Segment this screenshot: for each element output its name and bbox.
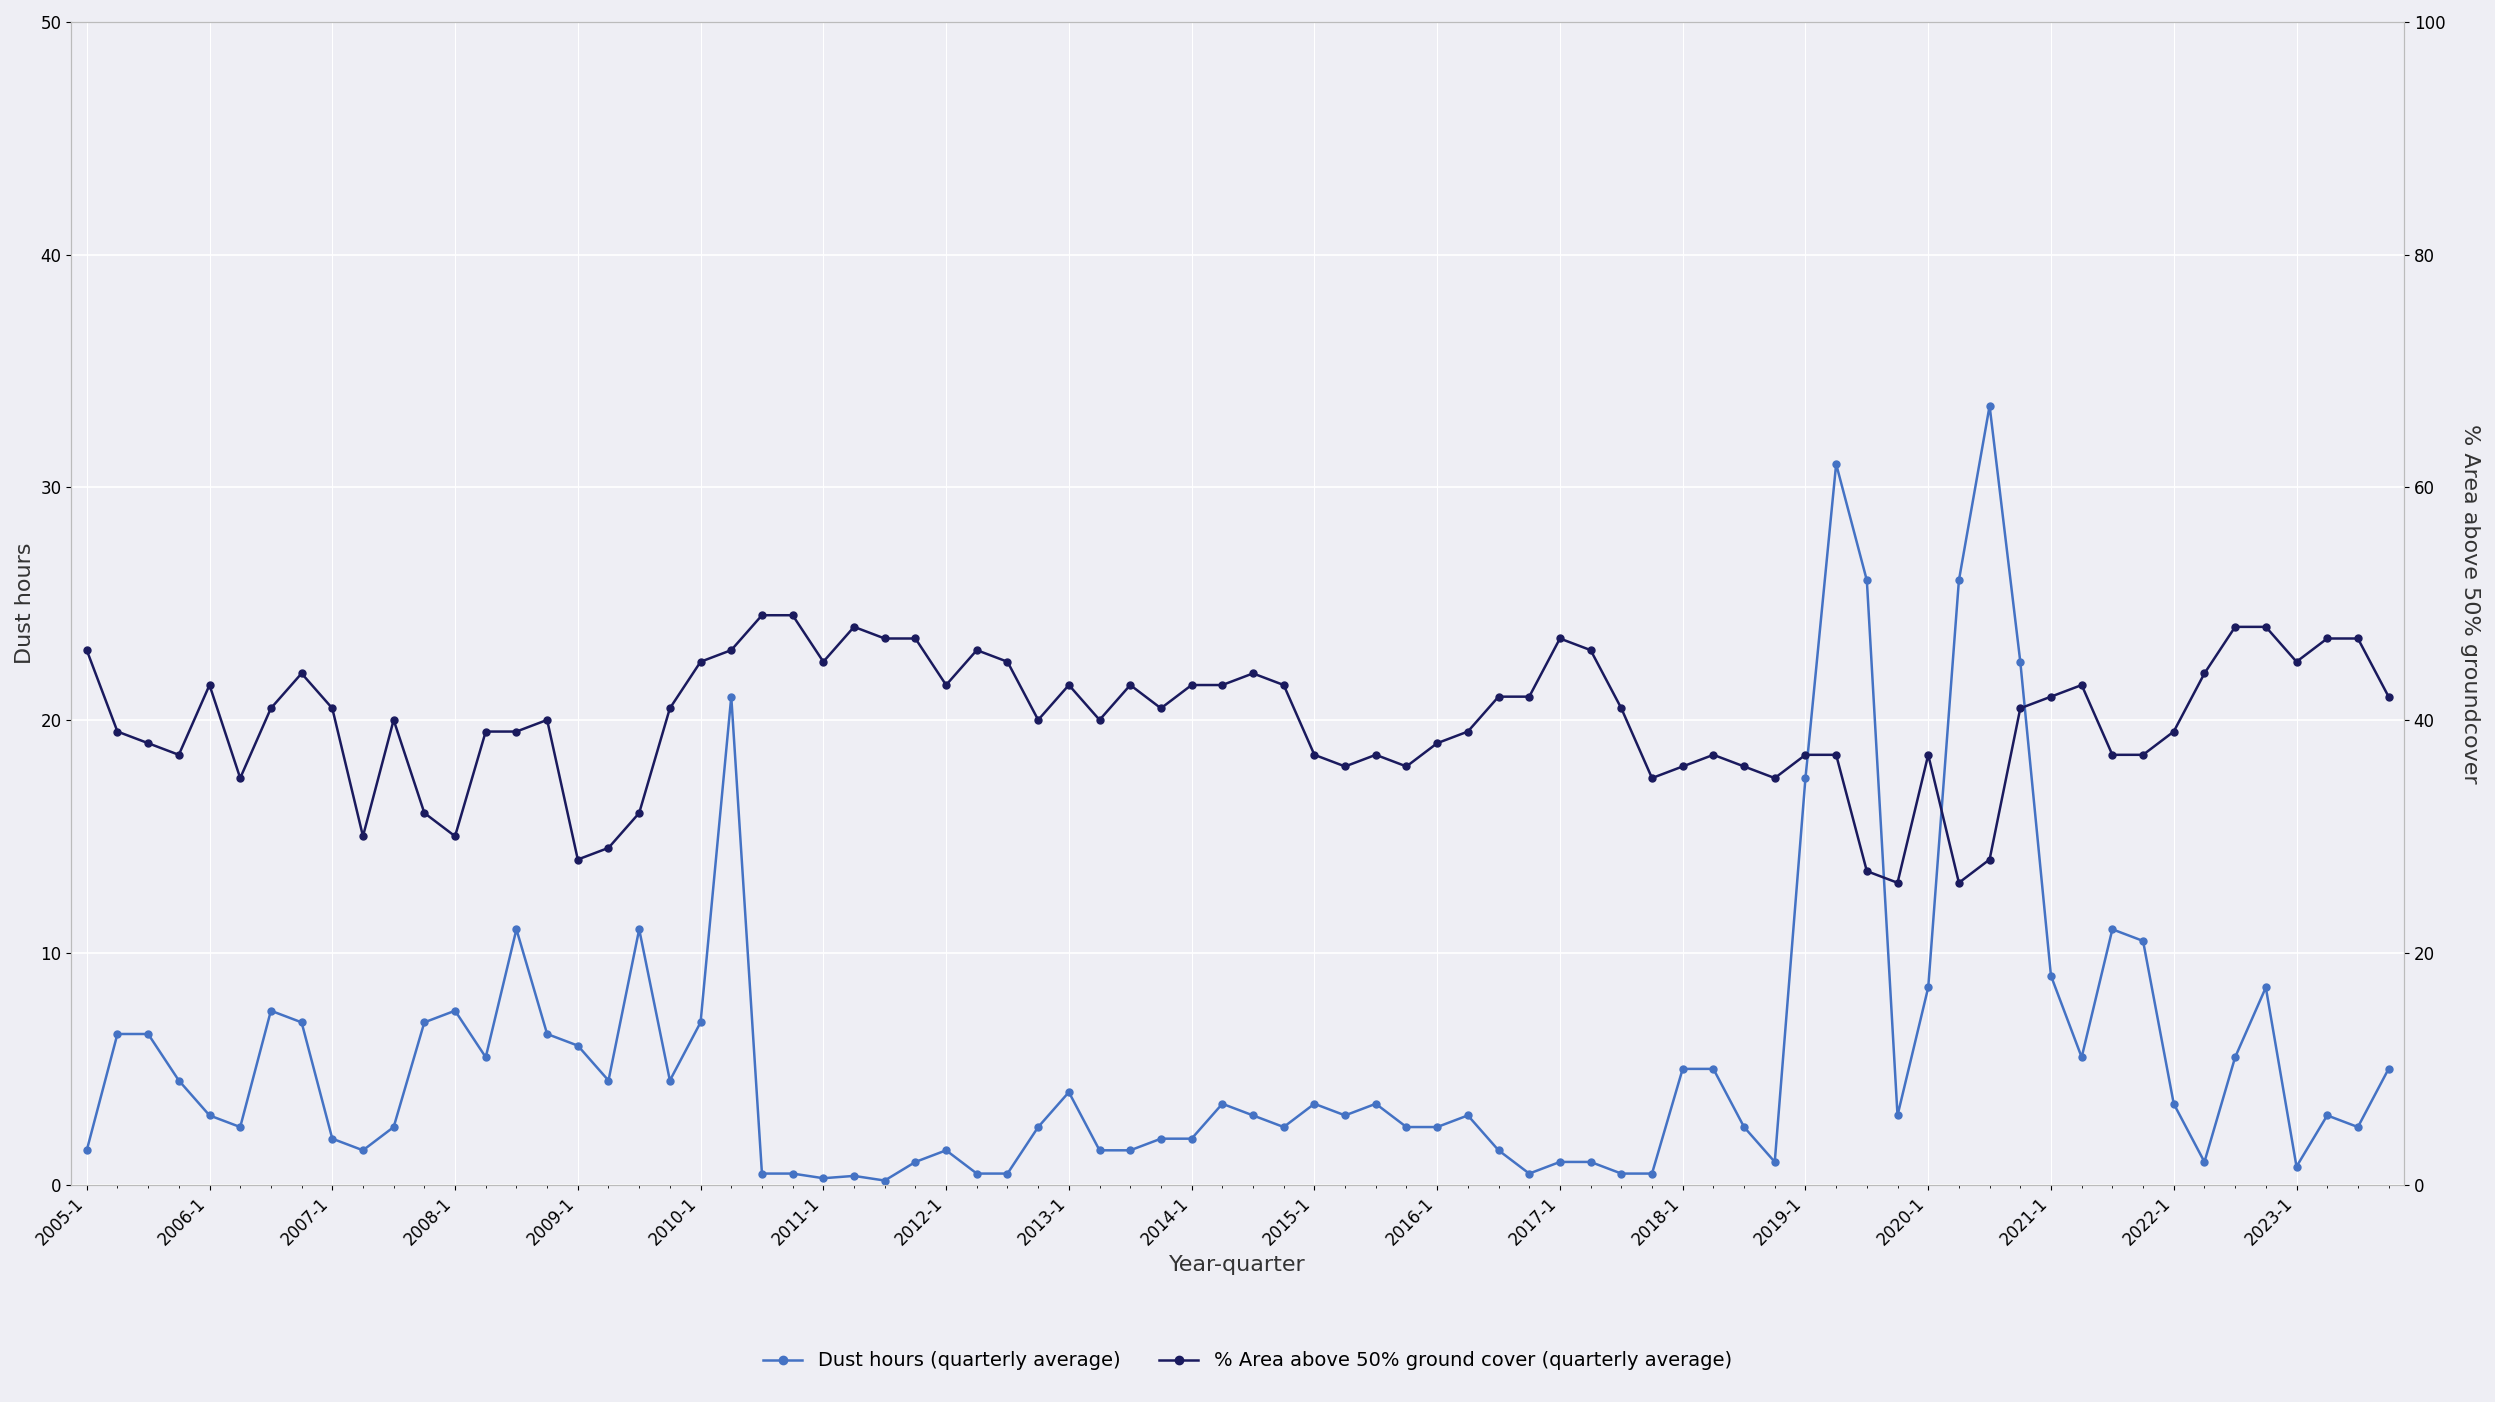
% Area above 50% ground cover (quarterly average) <box>1974 851 2003 868</box>
Dust hours (quarterly average) <box>871 1172 901 1189</box>
Dust hours (quarterly average) <box>1637 1165 1667 1182</box>
Line: Dust hours (quarterly average): Dust hours (quarterly average) <box>82 402 2393 1185</box>
Dust hours (quarterly average) <box>1300 1095 1330 1112</box>
Dust hours (quarterly average) <box>1577 1154 1607 1171</box>
% Area above 50% ground cover (quarterly average) <box>1884 875 1914 892</box>
% Area above 50% ground cover (quarterly average) <box>287 665 317 681</box>
Dust hours (quarterly average) <box>1944 572 1974 589</box>
Line: % Area above 50% ground cover (quarterly average): % Area above 50% ground cover (quarterly… <box>82 611 2393 886</box>
% Area above 50% ground cover (quarterly average) <box>1637 770 1667 787</box>
Legend: Dust hours (quarterly average), % Area above 50% ground cover (quarterly average: Dust hours (quarterly average), % Area a… <box>756 1343 1739 1378</box>
Dust hours (quarterly average) <box>2373 1060 2403 1077</box>
Dust hours (quarterly average) <box>901 1154 931 1171</box>
% Area above 50% ground cover (quarterly average) <box>72 642 102 659</box>
X-axis label: Year-quarter: Year-quarter <box>1170 1255 1305 1274</box>
% Area above 50% ground cover (quarterly average) <box>1577 642 1607 659</box>
% Area above 50% ground cover (quarterly average) <box>2373 688 2403 705</box>
% Area above 50% ground cover (quarterly average) <box>746 607 776 624</box>
Dust hours (quarterly average) <box>287 1014 317 1030</box>
Dust hours (quarterly average) <box>1974 397 2003 414</box>
% Area above 50% ground cover (quarterly average) <box>901 629 931 646</box>
Y-axis label: Dust hours: Dust hours <box>15 543 35 665</box>
% Area above 50% ground cover (quarterly average) <box>1300 746 1330 763</box>
Dust hours (quarterly average) <box>72 1141 102 1158</box>
Y-axis label: % Area above 50% groundcover: % Area above 50% groundcover <box>2460 423 2480 784</box>
